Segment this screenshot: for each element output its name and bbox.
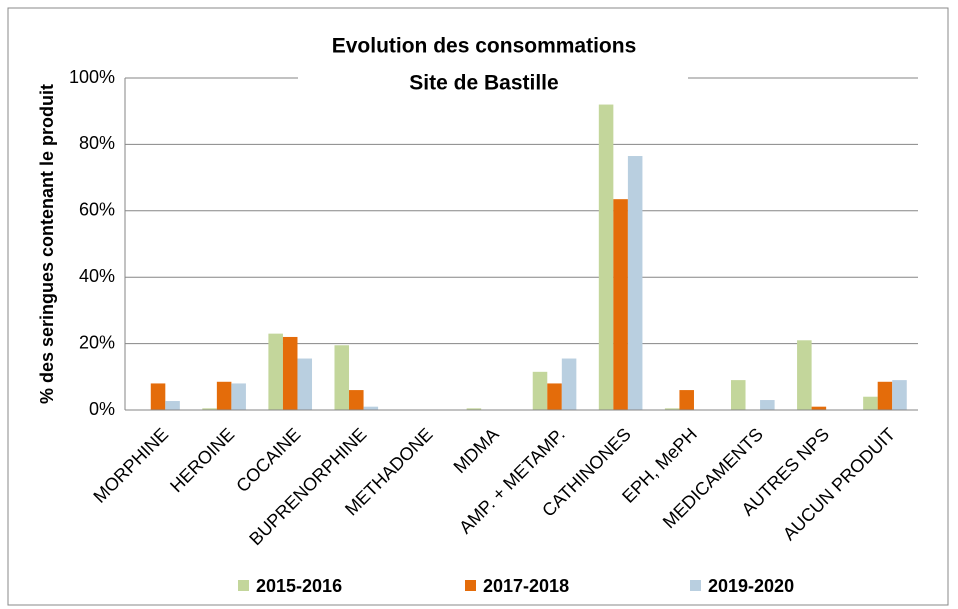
y-tick-label: 60% bbox=[79, 200, 115, 220]
bar bbox=[892, 380, 907, 410]
bar bbox=[797, 340, 812, 410]
legend-swatch bbox=[690, 580, 701, 591]
bar bbox=[547, 383, 562, 410]
bar bbox=[216, 381, 232, 410]
chart-subtitle: Site de Bastille bbox=[409, 72, 558, 95]
bar bbox=[165, 401, 180, 410]
y-axis-label: % des seringues contenant le produit bbox=[37, 84, 57, 404]
bar bbox=[231, 383, 246, 410]
bar bbox=[863, 396, 878, 410]
legend-swatch bbox=[238, 580, 249, 591]
legend-label: 2017-2018 bbox=[483, 576, 569, 596]
bar bbox=[349, 390, 364, 410]
y-tick-label: 100% bbox=[69, 67, 115, 87]
y-tick-label: 0% bbox=[89, 399, 115, 419]
chart-title: Evolution des consommations bbox=[332, 35, 637, 58]
y-tick-label: 20% bbox=[79, 332, 115, 352]
bar bbox=[297, 358, 313, 410]
bar bbox=[561, 358, 577, 410]
bar bbox=[730, 380, 746, 410]
bar bbox=[760, 400, 775, 410]
legend-label: 2015-2016 bbox=[256, 576, 342, 596]
bar bbox=[679, 390, 694, 410]
bar bbox=[627, 156, 643, 410]
bar bbox=[282, 336, 298, 410]
title-box bbox=[298, 30, 688, 102]
legend-swatch bbox=[465, 580, 476, 591]
bar bbox=[613, 199, 628, 410]
bar bbox=[466, 408, 482, 410]
bar bbox=[334, 345, 350, 410]
y-tick-label: 80% bbox=[79, 133, 115, 153]
frame bbox=[7, 7, 949, 606]
bar bbox=[598, 104, 614, 410]
bar bbox=[664, 408, 680, 410]
y-tick-label: 40% bbox=[79, 266, 115, 286]
bar bbox=[811, 406, 827, 410]
bar bbox=[202, 408, 217, 410]
bar bbox=[532, 371, 548, 410]
legend-label: 2019-2020 bbox=[708, 576, 794, 596]
bar bbox=[877, 381, 893, 410]
bar bbox=[363, 406, 379, 410]
bar bbox=[150, 383, 166, 410]
bar bbox=[268, 333, 283, 410]
